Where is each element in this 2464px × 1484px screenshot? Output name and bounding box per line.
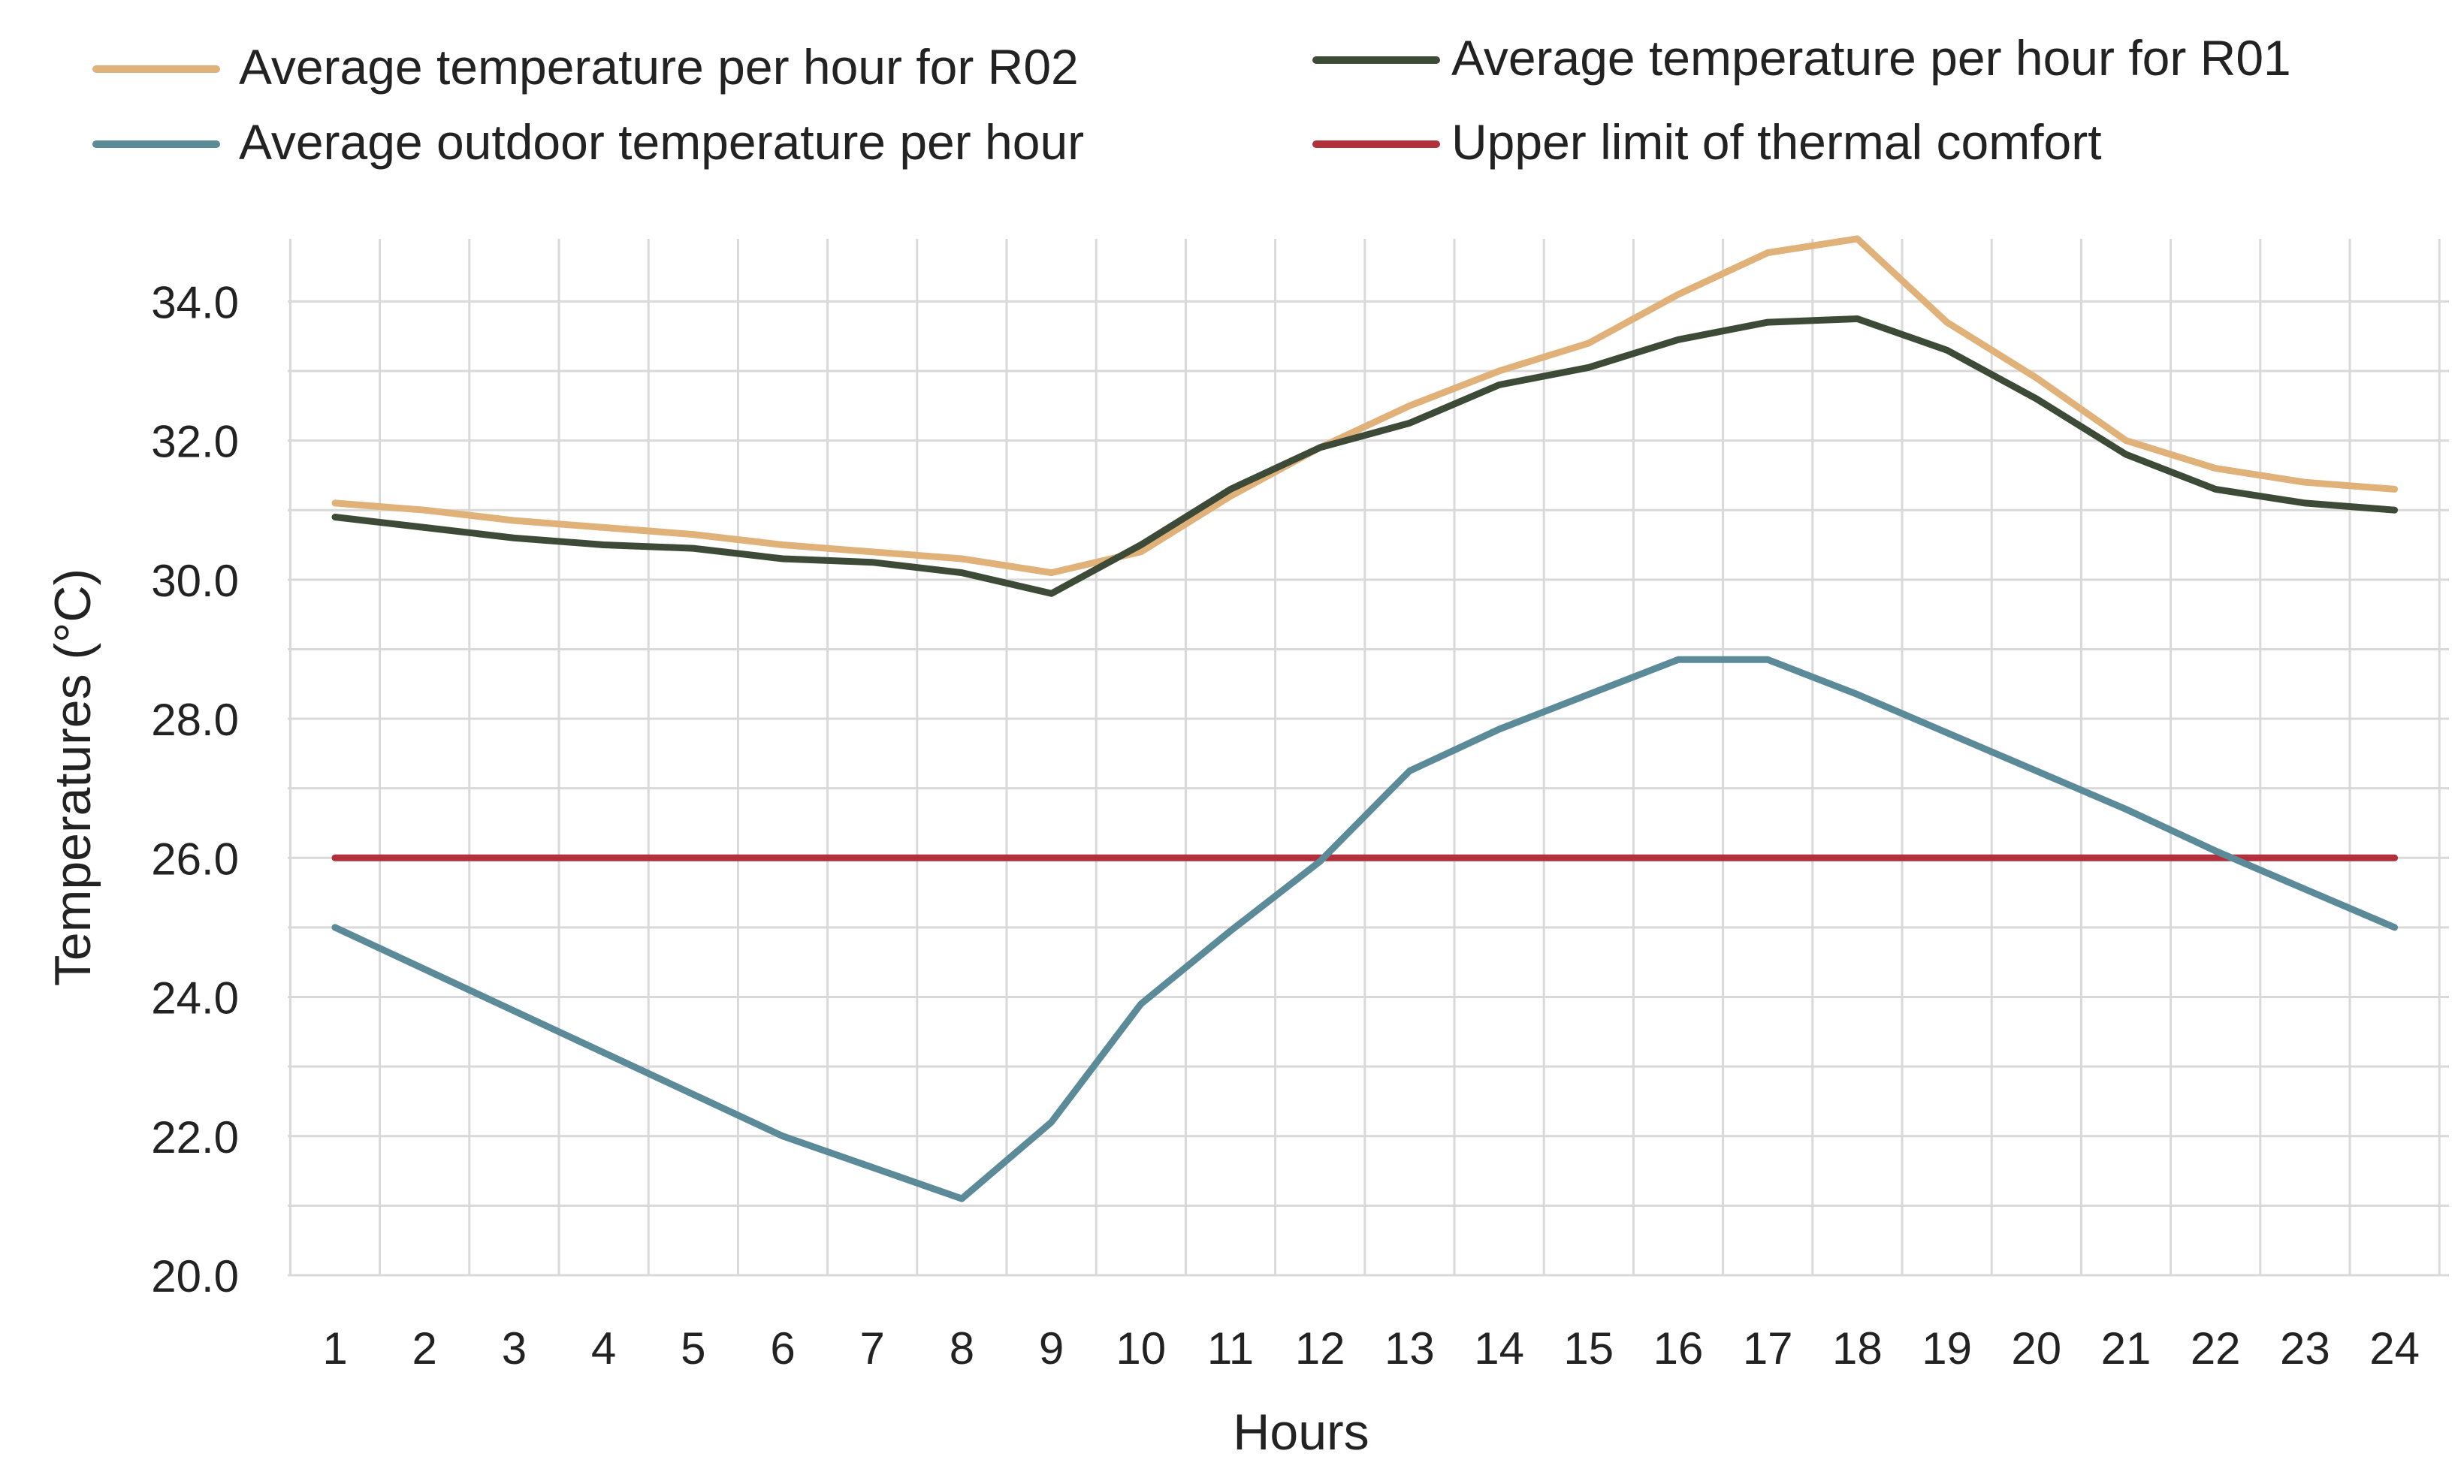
x-axis-ticks: 1 2 3 4 5 6 7 8 9 10 11 12 13 14 15 16 17 18 19 20 21 22 23 24 xyxy=(322,1323,2420,1374)
legend-item-4: Upper limit of thermal comfort xyxy=(1312,114,2102,170)
x-tick-label: 2 xyxy=(412,1323,437,1374)
legend-label: Upper limit of thermal comfort xyxy=(1451,114,2102,170)
x-tick-label: 24 xyxy=(2369,1323,2420,1374)
x-tick-label: 7 xyxy=(860,1323,885,1374)
y-tick-label: 28.0 xyxy=(151,695,239,745)
x-tick-label: 11 xyxy=(1207,1323,1254,1374)
x-tick-label: 15 xyxy=(1563,1323,1614,1374)
x-tick-label: 8 xyxy=(950,1323,974,1374)
x-tick-label: 20 xyxy=(2011,1323,2061,1374)
series-line-2 xyxy=(331,315,2399,597)
y-tick-label: 22.0 xyxy=(151,1112,239,1163)
x-tick-label: 3 xyxy=(502,1323,527,1374)
y-tick-label: 32.0 xyxy=(151,417,239,467)
x-tick-label: 1 xyxy=(322,1323,347,1374)
x-tick-label: 5 xyxy=(681,1323,705,1374)
x-tick-label: 14 xyxy=(1474,1323,1524,1374)
legend-item-1: Average temperature per hour for R02 xyxy=(92,39,1079,95)
legend-item-2: Average temperature per hour for R01 xyxy=(1312,30,2291,86)
y-tick-label: 24.0 xyxy=(151,973,239,1024)
x-tick-label: 16 xyxy=(1653,1323,1704,1374)
x-axis-label: Hours xyxy=(1233,1404,1369,1461)
x-tick-label: 18 xyxy=(1832,1323,1883,1374)
legend-item-3: Average outdoor temperature per hour xyxy=(92,114,1084,170)
y-axis-ticks: 20.0 22.0 24.0 26.0 28.0 30.0 32.0 34.0 xyxy=(151,277,239,1302)
y-tick-label: 34.0 xyxy=(151,277,239,327)
gridlines xyxy=(288,239,2449,1277)
series-line-3 xyxy=(331,656,2399,1202)
x-tick-label: 6 xyxy=(770,1323,795,1374)
legend: Average temperature per hour for R02 Aver… xyxy=(92,30,2291,170)
x-tick-label: 22 xyxy=(2191,1323,2241,1374)
y-tick-label: 30.0 xyxy=(151,556,239,606)
legend-label: Average temperature per hour for R01 xyxy=(1451,30,2291,86)
x-tick-label: 23 xyxy=(2280,1323,2330,1374)
y-axis-label: Temperatures (°C) xyxy=(44,569,101,986)
series-layer xyxy=(331,235,2399,1202)
series-line-1 xyxy=(331,235,2399,577)
x-tick-label: 21 xyxy=(2101,1323,2151,1374)
legend-label: Average outdoor temperature per hour xyxy=(239,114,1084,170)
x-tick-label: 10 xyxy=(1116,1323,1166,1374)
x-tick-label: 19 xyxy=(1922,1323,1972,1374)
x-tick-label: 13 xyxy=(1384,1323,1435,1374)
x-tick-label: 12 xyxy=(1295,1323,1345,1374)
x-tick-label: 9 xyxy=(1039,1323,1064,1374)
y-tick-label: 20.0 xyxy=(151,1251,239,1302)
x-tick-label: 4 xyxy=(591,1323,616,1374)
x-tick-label: 17 xyxy=(1743,1323,1793,1374)
legend-label: Average temperature per hour for R02 xyxy=(239,39,1079,95)
y-tick-label: 26.0 xyxy=(151,834,239,884)
